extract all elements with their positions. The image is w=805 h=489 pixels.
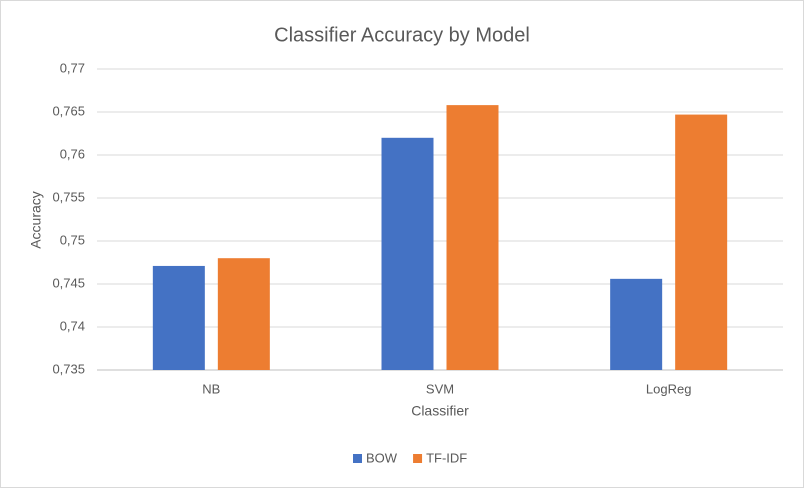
x-axis-title: Classifier [411,403,469,419]
legend-swatch [413,454,423,463]
y-tick-label: 0,77 [60,60,85,75]
bar [446,105,499,371]
bar [610,278,663,370]
y-tick-label: 0,745 [52,275,85,290]
y-tick-label: 0,755 [52,189,85,204]
y-tick-label: 0,76 [60,146,85,161]
legend-label: BOW [366,450,398,465]
bar [675,114,728,370]
bar [152,265,205,370]
y-tick-label: 0,75 [60,232,85,247]
bar [217,258,270,370]
bar [381,137,434,370]
y-tick-label: 0,735 [52,361,85,376]
y-tick-label: 0,74 [60,318,85,333]
x-tick-label: SVM [426,381,454,396]
legend-swatch [353,454,362,463]
x-tick-label: NB [202,381,220,396]
x-tick-label: LogReg [646,381,692,396]
y-tick-label: 0,765 [52,103,85,118]
y-axis-title: Accuracy [28,191,44,249]
chart-title: Classifier Accuracy by Model [274,24,530,46]
legend-label: TF-IDF [426,450,467,465]
